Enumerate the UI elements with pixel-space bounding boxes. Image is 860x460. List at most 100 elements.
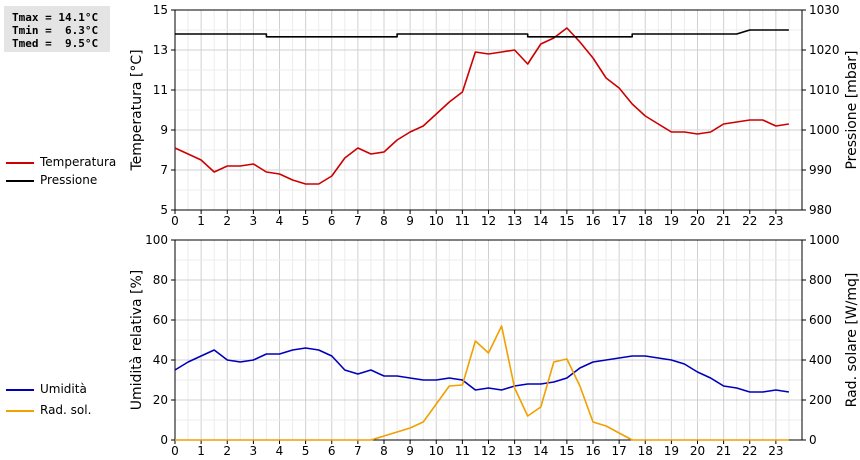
y-left-axis-label: Temperatura [°C] [129,49,145,171]
x-tick-label: 23 [768,214,783,228]
y-right-tick-label: 400 [809,353,832,367]
x-tick-label: 12 [481,444,496,458]
x-tick-label: 20 [690,214,705,228]
x-tick-label: 15 [559,214,574,228]
plot-top: 0 1 2 3 4 5 6 7 8 9 10 11 12 13 14 15 16 17 18 19 20 21 22 2357… [129,3,860,228]
x-tick-label: 6 [328,214,336,228]
x-tick-label: 14 [533,444,548,458]
legend-top: Temperatura Pressione [6,155,136,191]
y-right-tick-label: 600 [809,313,832,327]
x-tick-label: 4 [276,444,284,458]
tmed-text: Tmed = 9.5°C [12,37,99,50]
x-tick-label: 3 [250,444,258,458]
y-right-tick-label: 1000 [809,123,840,137]
x-tick-label: 21 [716,444,731,458]
plot-bottom: 0 1 2 3 4 5 6 7 8 9 10 11 12 13 14 15 16 17 18 19 20 21 22 2302… [129,233,860,458]
y-left-tick-label: 100 [145,233,168,247]
y-right-axis-label: Rad. solare [W/mq] [844,273,860,408]
legend-swatch-radsol [6,410,34,412]
legend-label-umidita: Umidità [40,382,87,396]
series-line-pressione [175,29,789,38]
series-line-umidit [174,347,790,393]
legend-label-pressione: Pressione [40,173,98,187]
y-right-tick-label: 0 [809,433,817,447]
legend-label-temperatura: Temperatura [40,155,117,169]
legend-label-radsol: Rad. sol. [40,403,92,417]
y-left-tick-label: 15 [153,3,168,17]
x-tick-label: 14 [533,214,548,228]
y-left-tick-label: 20 [153,393,168,407]
x-tick-label: 21 [716,214,731,228]
y-left-tick-label: 60 [153,313,168,327]
x-tick-label: 16 [585,444,600,458]
x-tick-label: 9 [406,214,414,228]
x-tick-label: 16 [585,214,600,228]
x-tick-label: 7 [354,214,362,228]
x-tick-label: 4 [276,214,284,228]
series-line-temperatura [174,27,790,185]
y-right-axis-label: Pressione [mbar] [844,50,860,169]
x-tick-label: 8 [380,444,388,458]
y-left-tick-label: 5 [160,203,168,217]
y-left-tick-label: 13 [153,43,168,57]
legend-item-umidita: Umidità [6,382,136,403]
y-right-tick-label: 990 [809,163,832,177]
y-right-tick-label: 1010 [809,83,840,97]
x-tick-label: 19 [664,444,679,458]
stats-box: Tmax = 14.1°C Tmin = 6.3°C Tmed = 9.5°C [4,6,110,52]
y-right-tick-label: 200 [809,393,832,407]
series-line-rad-sol [175,325,789,441]
x-tick-label: 15 [559,444,574,458]
x-tick-label: 17 [611,444,626,458]
legend-item-temperatura: Temperatura [6,155,136,173]
x-tick-label: 17 [611,214,626,228]
x-tick-label: 18 [638,214,653,228]
y-right-tick-label: 1030 [809,3,840,17]
x-tick-label: 0 [171,444,179,458]
y-left-axis-label: Umidità relativa [%] [129,270,145,411]
x-tick-label: 20 [690,444,705,458]
x-tick-label: 18 [638,444,653,458]
y-right-tick-label: 1000 [809,233,840,247]
y-right-tick-label: 800 [809,273,832,287]
x-tick-label: 5 [302,444,310,458]
x-tick-label: 13 [507,214,522,228]
legend-swatch-pressione [6,180,34,182]
legend-swatch-umidita [6,389,34,391]
x-tick-label: 12 [481,214,496,228]
legend-bottom: Umidità Rad. sol. [6,382,136,421]
y-left-tick-label: 11 [153,83,168,97]
x-tick-label: 22 [742,214,757,228]
x-tick-label: 2 [223,214,231,228]
y-left-tick-label: 40 [153,353,168,367]
x-tick-label: 10 [429,214,444,228]
x-tick-label: 1 [197,444,205,458]
x-tick-label: 13 [507,444,522,458]
x-tick-label: 11 [455,214,470,228]
y-left-tick-label: 9 [160,123,168,137]
x-tick-label: 7 [354,444,362,458]
x-tick-label: 6 [328,444,336,458]
y-left-tick-label: 0 [160,433,168,447]
x-tick-label: 8 [380,214,388,228]
x-tick-label: 1 [197,214,205,228]
x-tick-label: 22 [742,444,757,458]
tmin-text: Tmin = 6.3°C [12,24,99,37]
x-tick-label: 9 [406,444,414,458]
tmax-text: Tmax = 14.1°C [12,11,99,24]
legend-swatch-temperatura [6,162,34,164]
x-tick-label: 5 [302,214,310,228]
x-tick-label: 11 [455,444,470,458]
x-tick-label: 3 [250,214,258,228]
y-left-tick-label: 7 [160,163,168,177]
y-left-tick-label: 80 [153,273,168,287]
x-tick-label: 2 [223,444,231,458]
y-right-tick-label: 980 [809,203,832,217]
legend-item-radsol: Rad. sol. [6,403,136,421]
y-right-tick-label: 1020 [809,43,840,57]
x-tick-label: 23 [768,444,783,458]
x-tick-label: 0 [171,214,179,228]
x-tick-label: 19 [664,214,679,228]
x-tick-label: 10 [429,444,444,458]
